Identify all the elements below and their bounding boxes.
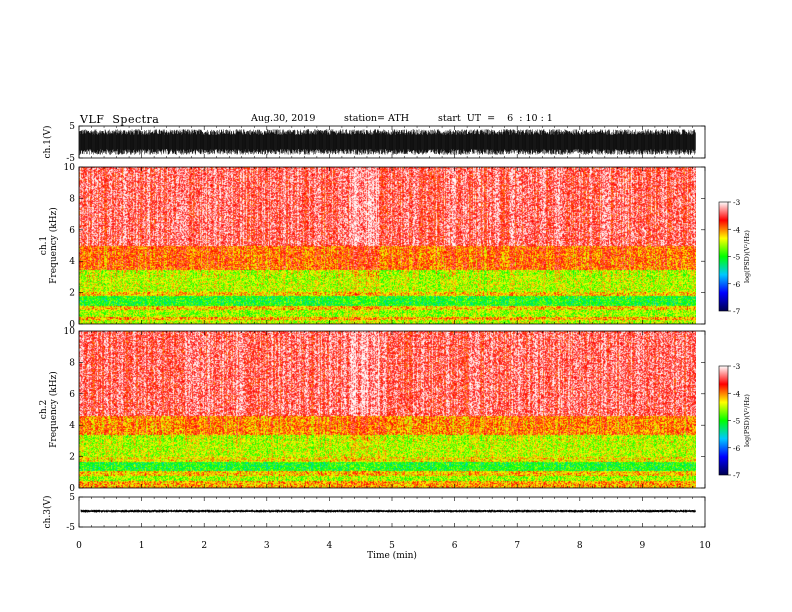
ch1-waveform-trace bbox=[79, 129, 696, 155]
ch2-colorbar-tick-label: -7 bbox=[733, 471, 741, 480]
ch1-spectrogram-ytick-label: 8 bbox=[69, 194, 75, 204]
ch2-spectrogram-ytick-label: 2 bbox=[69, 453, 75, 463]
ch1-colorbar-tick-label: -7 bbox=[733, 307, 741, 316]
ch1-waveform-ytick-label: -5 bbox=[66, 154, 75, 164]
ch2-spectrogram-ytick-label: 6 bbox=[69, 390, 75, 400]
ch1-waveform-ylabel: ch.1(V) bbox=[42, 126, 53, 159]
ch2-colorbar-tick-label: -5 bbox=[733, 417, 741, 426]
xtick-label: 1 bbox=[139, 541, 145, 551]
ch2-spectrogram-ytick-label: 8 bbox=[69, 358, 75, 368]
ch3-waveform-ylabel: ch.3(V) bbox=[42, 496, 53, 529]
xtick-label: 2 bbox=[201, 541, 207, 551]
xtick-label: 5 bbox=[389, 541, 395, 551]
ch1-waveform-ytick-label: 5 bbox=[69, 122, 75, 132]
xtick-label: 8 bbox=[577, 541, 583, 551]
ch1-colorbar-tick-label: -4 bbox=[733, 225, 741, 234]
figure-title: VLF Spectra bbox=[80, 113, 160, 126]
xtick-label: 7 bbox=[514, 541, 520, 551]
ch1-spectrogram-ytick-label: 6 bbox=[69, 226, 75, 236]
ch1-colorbar-tick-label: -5 bbox=[733, 253, 741, 262]
ch1-colorbar-tick-label: -6 bbox=[733, 280, 741, 289]
xtick-label: 4 bbox=[327, 541, 333, 551]
ch1-spectrogram-ylabel: Frequency (kHz) bbox=[48, 207, 59, 284]
ch1-spectrogram-ylabel: ch.1 bbox=[39, 236, 49, 255]
ch2-spectrogram-ytick-label: 10 bbox=[64, 327, 76, 337]
start-time-label: start UT = 6 : 10 : 1 bbox=[438, 113, 553, 124]
ch1-spectrogram-ytick-label: 4 bbox=[69, 257, 75, 267]
ch2-colorbar bbox=[718, 365, 729, 476]
station-label: station= ATH bbox=[344, 113, 409, 124]
ch2-spectrogram-ylabel: ch.2 bbox=[39, 400, 49, 419]
ch2-spectrogram-ytick-label: 4 bbox=[69, 421, 75, 431]
ch1-colorbar-label: log(PSD)(V²/Hz) bbox=[743, 230, 751, 283]
xtick-label: 10 bbox=[699, 541, 711, 551]
ch1-spectrogram-ytick-label: 2 bbox=[69, 289, 75, 299]
ch2-spectrogram-ylabel: Frequency (kHz) bbox=[48, 371, 59, 448]
ch1-spectrogram-ytick-label: 10 bbox=[64, 163, 76, 173]
xtick-label: 9 bbox=[640, 541, 646, 551]
ch3-waveform-trace bbox=[80, 509, 696, 513]
ch2-colorbar-tick-label: -4 bbox=[733, 389, 741, 398]
ch3-waveform-ytick-label: -5 bbox=[66, 523, 75, 533]
ch2-spectrogram-raster bbox=[79, 331, 696, 488]
ch1-colorbar-tick-label: -3 bbox=[733, 198, 741, 207]
ch2-colorbar-label: log(PSD)(V²/Hz) bbox=[743, 394, 751, 447]
xtick-label: 6 bbox=[452, 541, 458, 551]
ch3-waveform-ytick-label: 5 bbox=[69, 493, 75, 503]
ch1-colorbar bbox=[718, 201, 729, 312]
ch2-colorbar-tick-label: -6 bbox=[733, 444, 741, 453]
ch1-spectrogram-ytick-label: 0 bbox=[69, 320, 75, 330]
xtick-label: 0 bbox=[76, 541, 82, 551]
date-label: Aug.30, 2019 bbox=[251, 113, 316, 124]
ch1-spectrogram-raster bbox=[79, 167, 696, 324]
ch2-colorbar-tick-label: -3 bbox=[733, 362, 741, 371]
xtick-label: 3 bbox=[264, 541, 270, 551]
ch2-spectrogram-ytick-label: 0 bbox=[69, 484, 75, 494]
x-axis-label: Time (min) bbox=[367, 550, 417, 561]
